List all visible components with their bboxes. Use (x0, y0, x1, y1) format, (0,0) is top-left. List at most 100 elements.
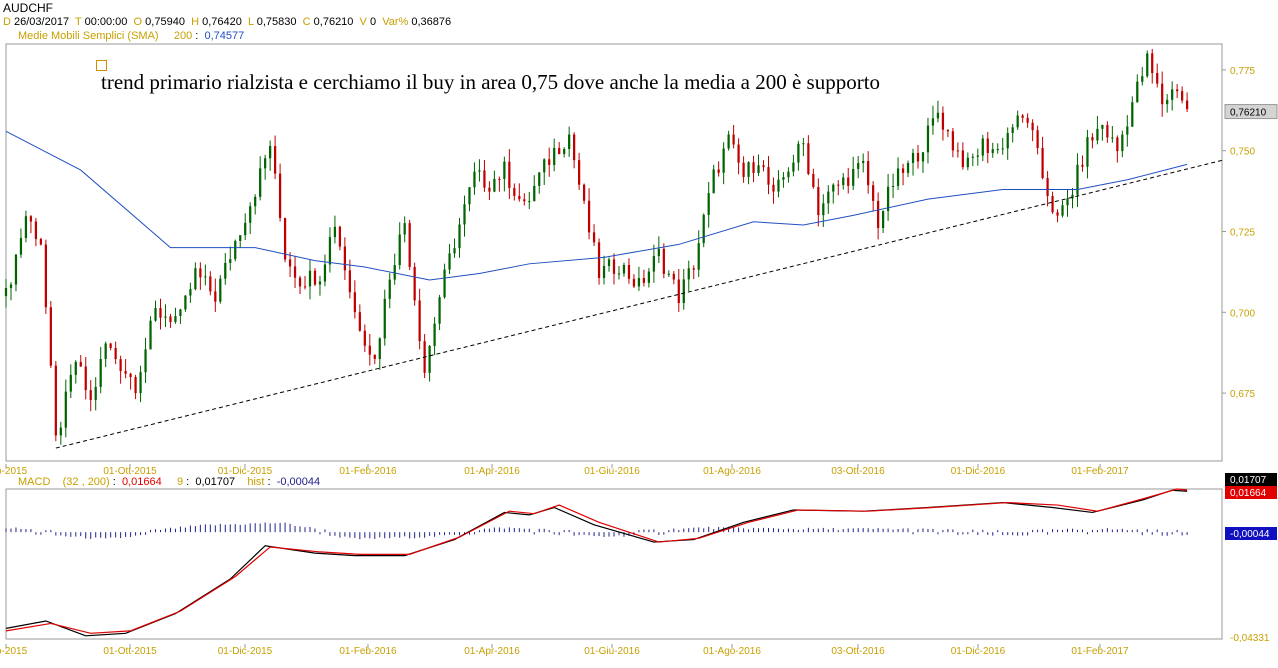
candle (533, 175, 536, 202)
candle-body (847, 177, 850, 186)
candle (837, 180, 840, 196)
candle-body (288, 259, 292, 267)
candle-body (961, 150, 964, 168)
candle (9, 282, 13, 301)
candle-body (722, 148, 725, 173)
candle (503, 156, 506, 192)
candle (976, 148, 979, 166)
candle (219, 275, 222, 304)
candle (1001, 137, 1004, 155)
candle (792, 154, 795, 177)
candle-body (617, 273, 621, 275)
candle (991, 142, 994, 158)
t-value: 00:00:00 (84, 16, 128, 28)
candle (388, 272, 391, 309)
candle (812, 168, 815, 189)
y-tick-label: 0,775 (1230, 66, 1255, 77)
candle-body (558, 147, 561, 155)
hist-value: -0,00044 (276, 476, 321, 488)
candle-body (89, 390, 92, 401)
candle (64, 379, 67, 438)
candle (657, 236, 660, 263)
candle-body (832, 184, 835, 192)
candle-body (737, 144, 740, 163)
x-tick-label: 03-Ott-2016 (831, 466, 885, 477)
candle (1146, 50, 1149, 78)
candle-body (981, 138, 984, 156)
candle-body (652, 256, 655, 272)
candle (348, 259, 351, 299)
candle-body (1076, 164, 1079, 195)
candle-body (1096, 128, 1099, 141)
candle (667, 270, 670, 277)
candle (797, 140, 800, 171)
candle-body (807, 143, 810, 174)
candle-body (293, 266, 297, 278)
signal-value-tag-label: 0,01707 (1230, 475, 1267, 486)
hist-value-tag (1225, 527, 1277, 540)
candle-body (976, 155, 979, 157)
candle-body (1006, 133, 1009, 149)
candle (732, 124, 735, 149)
x-tick-label: 01-Dic-2015 (218, 646, 273, 657)
candle (443, 263, 446, 299)
h-value: 0,76420 (202, 16, 242, 28)
candle (473, 162, 476, 195)
candle-body (99, 358, 102, 387)
candle (757, 154, 760, 176)
candle (1136, 74, 1139, 103)
x-axis-price: ago-2015 01-Ott-2015 01-Dic-2015 01-Feb-201… (0, 464, 1129, 477)
candle-body (428, 346, 431, 373)
candle-body (647, 271, 651, 283)
candle-body (971, 156, 974, 158)
candle-body (1021, 115, 1024, 118)
x-tick-label: 01-Apr-2016 (464, 646, 520, 657)
candle-body (303, 286, 307, 288)
candle-body (607, 259, 611, 266)
annotation-marker[interactable] (96, 60, 107, 71)
x-tick-label: 01-Feb-2017 (1071, 646, 1129, 657)
candle (1061, 200, 1064, 218)
signal-value: 0,01707 (195, 476, 236, 488)
candle (697, 230, 700, 278)
candle-body (577, 160, 581, 185)
x-tick-label: 01-Giu-2016 (584, 466, 640, 477)
candle (971, 153, 974, 167)
candle (986, 131, 989, 164)
candle (1126, 115, 1129, 147)
candle (881, 210, 885, 233)
candle-body (219, 278, 222, 302)
candle-body (234, 240, 237, 260)
candle-body (916, 152, 920, 162)
candle (39, 237, 43, 246)
candle (896, 157, 900, 191)
candle-body (881, 211, 885, 228)
var-label: Var% (382, 16, 409, 28)
candle-body (79, 361, 82, 367)
candle (842, 173, 845, 190)
candle (867, 151, 870, 194)
candle-body (1146, 53, 1149, 77)
candle-body (702, 214, 705, 244)
candle-body (199, 268, 202, 278)
candle (94, 377, 97, 411)
candle-body (518, 195, 521, 200)
candle (59, 421, 62, 445)
candle-body (164, 316, 167, 318)
candle-body (209, 276, 212, 292)
macd-axis: 0,01707 0,01664 -0,00044 -0,04331 (1225, 473, 1277, 644)
candle-body (1061, 205, 1064, 216)
candle-body (1101, 125, 1104, 129)
candle (418, 288, 421, 350)
candle (398, 222, 401, 270)
candle (538, 172, 541, 194)
candle-body (323, 264, 327, 282)
candle-body (463, 204, 466, 225)
candle (712, 164, 715, 194)
candle (283, 217, 287, 263)
l-label: L (247, 16, 254, 28)
candle (74, 360, 77, 384)
candle (1181, 86, 1184, 104)
candle (852, 156, 855, 190)
candle (822, 194, 825, 227)
